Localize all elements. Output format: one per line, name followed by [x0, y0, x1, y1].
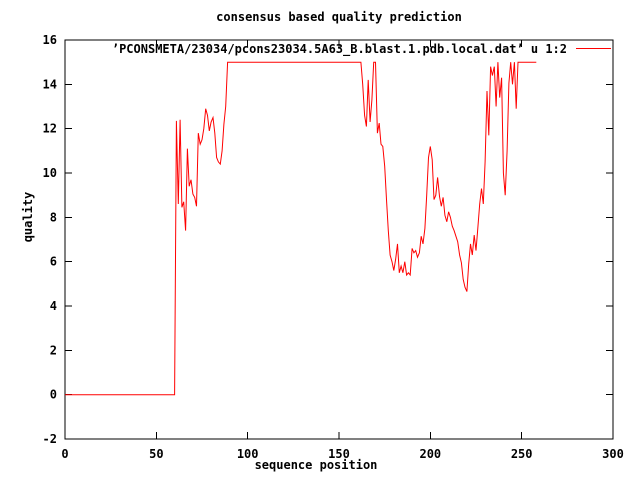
data-series-line: [65, 61, 537, 396]
y-tick-label: 14: [43, 77, 57, 91]
y-tick-label: -2: [43, 432, 57, 446]
x-tick-label: 50: [149, 447, 163, 461]
x-tick-label: 0: [61, 447, 68, 461]
chart-title: consensus based quality prediction: [216, 10, 462, 24]
y-tick-label: 6: [50, 255, 57, 269]
legend-line-sample: [576, 48, 611, 49]
y-tick-label: 12: [43, 122, 57, 136]
x-tick-label: 300: [602, 447, 624, 461]
x-tick-label: 200: [419, 447, 441, 461]
y-tick-label: 16: [43, 33, 57, 47]
y-tick-label: 0: [50, 388, 57, 402]
y-tick-label: 8: [50, 210, 57, 224]
x-tick-label: 150: [328, 447, 350, 461]
x-tick-label: 100: [237, 447, 259, 461]
legend-label: ’PCONSMETA/23034/pcons23034.5A63_B.blast…: [111, 41, 567, 56]
y-tick-label: 10: [43, 166, 57, 180]
x-tick-label: 250: [511, 447, 533, 461]
x-axis-label: sequence position: [254, 458, 378, 472]
legend: ’PCONSMETA/23034/pcons23034.5A63_B.blast…: [111, 41, 611, 56]
plot-border: [64, 39, 614, 440]
y-tick-label: 4: [50, 299, 57, 313]
y-axis-label: quality: [21, 191, 35, 243]
y-tick-label: 2: [50, 343, 57, 357]
